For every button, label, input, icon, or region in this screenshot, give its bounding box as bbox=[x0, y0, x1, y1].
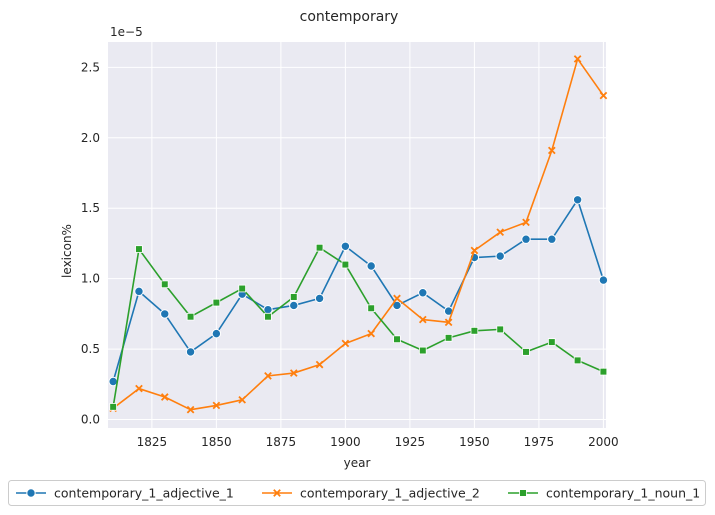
data-point bbox=[393, 335, 401, 344]
y-tick-label: 1.0 bbox=[81, 272, 100, 286]
data-point bbox=[109, 403, 117, 411]
series-contemporary_1_noun_1 bbox=[109, 243, 608, 411]
data-point bbox=[444, 334, 453, 342]
y-tick-label: 0.5 bbox=[81, 342, 100, 356]
data-point bbox=[315, 360, 324, 369]
data-point bbox=[470, 326, 479, 335]
data-point bbox=[573, 55, 582, 63]
data-point bbox=[418, 288, 428, 298]
series-line bbox=[112, 198, 605, 382]
y-tick-label: 2.0 bbox=[81, 131, 100, 145]
data-point bbox=[418, 315, 427, 324]
series-line bbox=[112, 58, 605, 411]
data-point bbox=[264, 312, 272, 321]
data-point bbox=[521, 234, 531, 244]
legend-label: contemporary_1_adjective_2 bbox=[300, 486, 480, 501]
data-point bbox=[547, 146, 556, 155]
data-point bbox=[264, 372, 272, 380]
y-axis-ticks: 0.0 0.5 1.0 1.5 2.0 2.5 bbox=[81, 60, 100, 426]
series-layer bbox=[108, 55, 609, 414]
chart-title: contemporary bbox=[300, 9, 399, 25]
data-point bbox=[314, 293, 325, 304]
series-line bbox=[112, 246, 604, 407]
y-scale-label: 1e−5 bbox=[110, 25, 143, 39]
data-point bbox=[238, 284, 246, 293]
legend-label: contemporary_1_adjective_1 bbox=[54, 486, 234, 501]
data-point bbox=[340, 241, 351, 251]
data-point bbox=[212, 298, 221, 307]
data-point bbox=[495, 251, 505, 261]
legend-marker bbox=[26, 488, 36, 498]
data-point bbox=[289, 369, 298, 377]
data-point bbox=[134, 286, 144, 297]
data-point bbox=[315, 243, 324, 252]
data-point bbox=[135, 245, 143, 253]
legend-marker bbox=[519, 489, 527, 497]
data-point bbox=[522, 348, 530, 356]
data-point bbox=[289, 300, 299, 311]
data-point bbox=[212, 401, 221, 410]
x-tick-label: 1875 bbox=[266, 435, 297, 449]
x-tick-label: 1825 bbox=[137, 435, 168, 449]
data-point bbox=[341, 260, 350, 269]
data-point bbox=[418, 346, 427, 355]
data-point bbox=[186, 405, 195, 414]
y-axis-label: lexicon% bbox=[60, 224, 74, 278]
series-contemporary_1_adjective_1 bbox=[108, 195, 609, 387]
x-axis-ticks: 1825 1850 1875 1900 1925 1950 1975 2000 bbox=[137, 435, 619, 449]
data-point bbox=[185, 347, 196, 357]
data-point bbox=[367, 304, 375, 313]
data-point bbox=[573, 356, 582, 365]
y-tick-label: 2.5 bbox=[81, 60, 100, 74]
data-point bbox=[496, 228, 505, 237]
plot-area bbox=[108, 42, 606, 428]
legend-item: contemporary_1_noun_1 bbox=[508, 486, 700, 501]
legend-item: contemporary_1_adjective_1 bbox=[16, 486, 234, 501]
x-tick-label: 1950 bbox=[459, 435, 490, 449]
data-point bbox=[341, 339, 350, 348]
data-point bbox=[186, 312, 195, 321]
data-point bbox=[289, 293, 298, 301]
data-point bbox=[160, 280, 169, 289]
legend-marker bbox=[273, 489, 281, 497]
data-point bbox=[548, 338, 556, 346]
data-point bbox=[547, 234, 557, 244]
data-point bbox=[572, 195, 583, 205]
x-tick-label: 1900 bbox=[330, 435, 361, 449]
legend: contemporary_1_adjective_1 contemporary_1… bbox=[8, 480, 706, 506]
data-point bbox=[211, 328, 222, 339]
data-point bbox=[135, 384, 143, 393]
x-tick-label: 2000 bbox=[588, 435, 619, 449]
x-tick-label: 1975 bbox=[524, 435, 555, 449]
data-point bbox=[496, 325, 505, 334]
legend-item: contemporary_1_adjective_2 bbox=[262, 486, 480, 501]
legend-label: contemporary_1_noun_1 bbox=[546, 486, 700, 501]
x-tick-label: 1925 bbox=[395, 435, 426, 449]
y-tick-label: 0.0 bbox=[81, 413, 100, 427]
data-point bbox=[366, 261, 376, 271]
legend-frame bbox=[8, 480, 706, 506]
x-tick-label: 1850 bbox=[201, 435, 232, 449]
data-point bbox=[522, 218, 530, 227]
grid-lines bbox=[108, 42, 606, 428]
data-point bbox=[160, 393, 169, 401]
data-point bbox=[599, 367, 608, 376]
data-point bbox=[444, 318, 453, 327]
data-point bbox=[470, 246, 479, 255]
y-tick-label: 1.5 bbox=[81, 201, 100, 215]
data-point bbox=[367, 329, 376, 338]
data-point bbox=[160, 309, 170, 319]
data-point bbox=[598, 275, 609, 285]
data-point bbox=[393, 294, 401, 303]
x-axis-label: year bbox=[344, 456, 371, 470]
data-point bbox=[238, 395, 247, 404]
data-point bbox=[599, 91, 608, 100]
